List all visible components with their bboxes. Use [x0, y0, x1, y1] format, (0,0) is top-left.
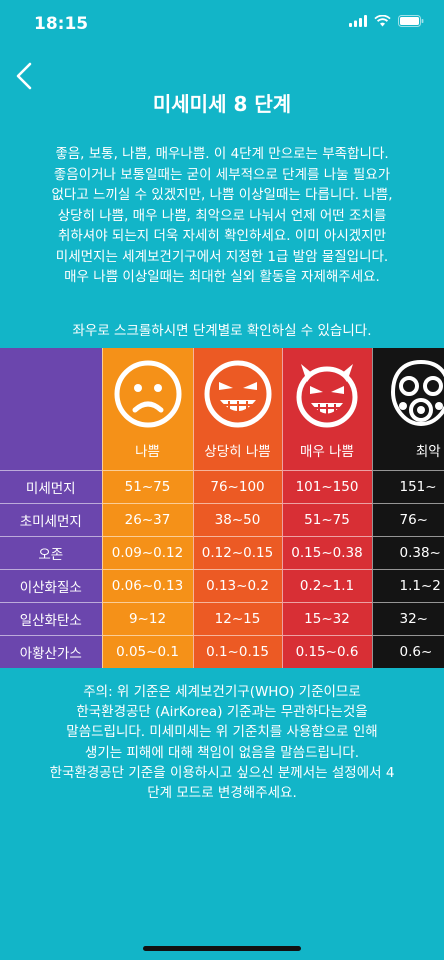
chevron-left-icon — [16, 62, 32, 90]
range-cell: 15~32 — [281, 602, 372, 636]
grade-table-scroll[interactable]: 나쁨 상당히 나쁨 — [0, 348, 444, 668]
range-cell: 151~ — [371, 470, 444, 504]
range-cell: 0.15~0.6 — [281, 635, 372, 668]
range-cell: 12~15 — [192, 602, 282, 636]
range-cell: 0.15~0.38 — [281, 536, 372, 570]
pollutant-label: 아황산가스 — [0, 635, 102, 668]
grade-name: 최악 — [415, 444, 441, 460]
grade-header-bad: 나쁨 — [101, 348, 193, 471]
home-indicator[interactable] — [143, 946, 301, 951]
back-button[interactable] — [6, 56, 42, 96]
range-cell: 0.2~1.1 — [281, 569, 372, 603]
range-cell: 32~ — [371, 602, 444, 636]
table-row: 아황산가스 0.05~0.1 0.1~0.15 0.15~0.6 0.6~ — [0, 635, 444, 668]
grade-header-extremely-bad: 매우 나쁨 — [281, 348, 372, 471]
range-cell: 76~100 — [192, 470, 282, 504]
sad-face-icon — [114, 360, 181, 428]
range-cell: 0.13~0.2 — [192, 569, 282, 603]
grade-name: 상당히 나쁨 — [204, 444, 271, 460]
grade-header-row: 나쁨 상당히 나쁨 — [0, 348, 444, 471]
range-cell: 9~12 — [101, 602, 193, 636]
table-row: 오존 0.09~0.12 0.12~0.15 0.15~0.38 0.38~ — [0, 536, 444, 570]
status-time: 18:15 — [34, 14, 89, 34]
angry-grin-face-icon — [204, 360, 271, 428]
status-icons — [349, 15, 424, 27]
range-cell: 101~150 — [281, 470, 372, 504]
pollutant-label: 미세먼지 — [0, 470, 102, 504]
disclaimer-text: 주의: 위 기준은 세계보건기구(WHO) 기준이므로 한국환경공단 (AirK… — [49, 684, 395, 802]
range-cell: 0.12~0.15 — [192, 536, 282, 570]
range-cell: 0.06~0.13 — [101, 569, 193, 603]
range-cell: 0.6~ — [371, 635, 444, 668]
battery-icon — [398, 15, 424, 27]
status-bar: 18:15 — [0, 0, 444, 46]
table-row: 초미세먼지 26~37 38~50 51~75 76~ — [0, 503, 444, 537]
range-cell: 0.05~0.1 — [101, 635, 193, 668]
grade-table: 나쁨 상당히 나쁨 — [0, 348, 444, 668]
range-cell: 51~75 — [281, 503, 372, 537]
grade-header-very-bad: 상당히 나쁨 — [192, 348, 282, 471]
page-title: 미세미세 8 단계 — [152, 92, 292, 116]
range-cell: 0.1~0.15 — [192, 635, 282, 668]
gas-mask-icon — [390, 359, 444, 427]
intro-text: 좋음, 보통, 나쁨, 매우나쁨. 이 4단계 만으로는 부족합니다. 좋음이거… — [51, 146, 393, 285]
pollutant-label: 오존 — [0, 536, 102, 570]
signal-icon — [349, 15, 367, 27]
range-cell: 1.1~2 — [371, 569, 444, 603]
pollutant-label: 이산화질소 — [0, 569, 102, 603]
range-cell: 0.38~ — [371, 536, 444, 570]
pollutant-label: 초미세먼지 — [0, 503, 102, 537]
range-cell: 76~ — [371, 503, 444, 537]
table-row: 미세먼지 51~75 76~100 101~150 151~ — [0, 470, 444, 504]
wifi-icon — [374, 15, 391, 27]
pollutant-label: 일산화탄소 — [0, 602, 102, 636]
grade-name: 나쁨 — [135, 444, 160, 460]
nav-bar: 미세미세 8 단계 — [0, 46, 444, 116]
devil-face-icon — [296, 364, 358, 428]
scroll-hint: 좌우로 스크롤하시면 단계별로 확인하실 수 있습니다. — [72, 323, 372, 339]
range-cell: 26~37 — [101, 503, 193, 537]
table-row: 일산화탄소 9~12 12~15 15~32 32~ — [0, 602, 444, 636]
range-cell: 0.09~0.12 — [101, 536, 193, 570]
table-row: 이산화질소 0.06~0.13 0.13~0.2 0.2~1.1 1.1~2 — [0, 569, 444, 603]
range-cell: 51~75 — [101, 470, 193, 504]
table-corner — [0, 348, 102, 471]
grade-name: 매우 나쁨 — [300, 444, 354, 460]
grade-header-worst: 최악 — [371, 348, 444, 471]
range-cell: 38~50 — [192, 503, 282, 537]
